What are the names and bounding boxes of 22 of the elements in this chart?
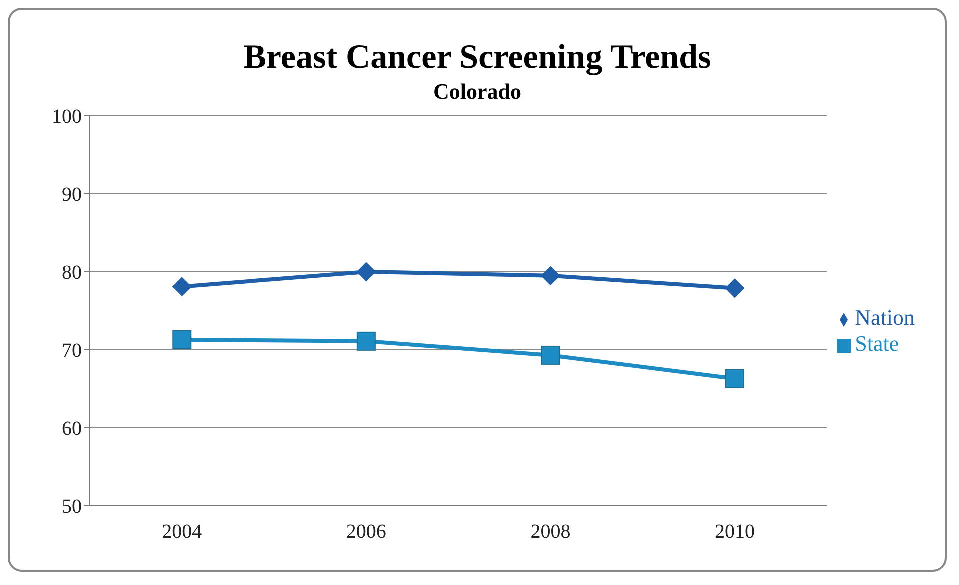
legend-label: Nation [855,305,915,330]
chart-title: Breast Cancer Screening Trends [242,38,712,78]
y-tick-label: 100 [52,106,82,128]
x-tick-label: 2004 [162,521,202,544]
y-tick-label: 80 [62,262,82,284]
point [541,346,560,365]
point [725,278,744,298]
chart-subtitle: Colorado [432,78,522,106]
point [356,332,376,351]
point [356,262,376,282]
point [725,369,744,388]
y-tick-label: 60 [62,418,82,440]
point [172,330,192,350]
x-tick-label: 2008 [530,521,571,544]
legend-label: State [855,331,900,356]
x-tick-label: 2010 [714,521,755,544]
y-tick-label: 70 [62,340,82,362]
point [172,277,192,296]
x-tick-label: 2006 [346,521,386,544]
point [541,266,560,286]
y-tick-label: 90 [62,184,82,206]
y-tick-label: 50 [62,496,82,518]
